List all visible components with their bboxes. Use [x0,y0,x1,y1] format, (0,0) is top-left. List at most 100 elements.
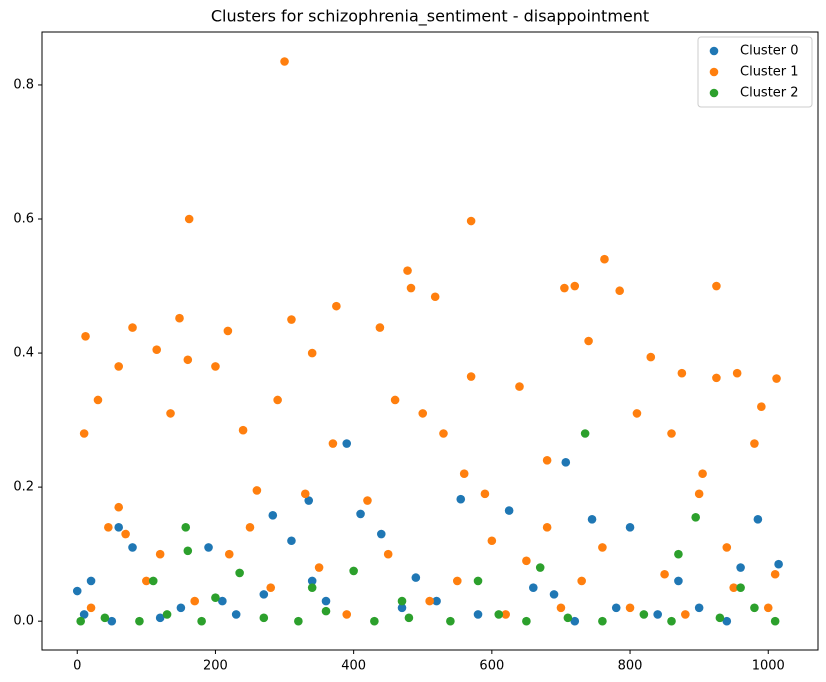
point [774,559,783,569]
point [677,368,687,378]
point [152,345,162,355]
point [238,425,248,435]
point [184,214,194,224]
point [712,373,721,383]
point [570,281,580,291]
point [466,372,476,381]
point [121,529,130,539]
point [446,616,455,626]
point [211,593,220,603]
point [750,603,759,613]
point [223,326,233,336]
point [155,549,165,559]
point [667,429,676,438]
point [332,301,341,311]
point [114,362,124,371]
point [231,610,241,619]
point [750,439,759,448]
point [736,563,745,572]
point [563,613,573,623]
point [307,576,317,586]
point [494,610,504,619]
point [79,610,89,619]
point [459,469,469,479]
point [176,603,186,613]
point [763,603,773,613]
point [772,374,781,383]
point [370,616,379,626]
point [757,402,766,411]
point [480,489,490,499]
point [560,283,569,293]
point [404,613,414,623]
x-tick-label: 600 [479,659,504,674]
point [190,596,200,606]
point [411,573,421,582]
point [268,510,278,520]
point [542,456,552,465]
point [418,409,428,418]
point [522,556,531,566]
point [224,549,234,559]
point [542,523,552,532]
point [287,536,296,546]
point [235,568,244,578]
point [100,613,110,623]
point [183,546,193,556]
point [556,603,566,613]
chart-title: Clusters for schizophrenia_sentiment - d… [211,7,649,27]
point [600,254,609,264]
point [504,506,514,515]
point [363,496,372,505]
x-tick-label: 1000 [752,659,785,674]
point [321,606,331,616]
point [487,536,497,546]
y-tick-label: 0.4 [13,346,34,361]
point [166,409,175,418]
point [397,603,407,613]
point [211,362,220,371]
point [625,523,635,532]
x-tick-label: 800 [618,659,643,674]
point [611,603,621,613]
point [549,590,559,599]
point [667,616,676,626]
point [390,395,400,405]
point [314,563,324,572]
point [501,610,510,619]
legend-box [697,36,813,108]
y-tick-label: 0.8 [13,77,34,92]
point [383,549,393,559]
point [456,494,466,504]
point [653,610,662,619]
point [466,216,476,226]
point [660,569,669,579]
point [107,616,117,626]
point [287,315,296,324]
point [770,569,780,579]
point [452,576,462,586]
point [515,382,524,391]
point [79,429,89,438]
point [694,603,704,613]
point [148,576,158,586]
point [403,266,412,275]
x-tick-label: 200 [203,659,228,674]
point [522,616,531,626]
point [439,429,448,438]
point [432,596,441,606]
point [425,596,434,606]
point [294,616,303,626]
point [376,529,386,539]
point [204,543,213,552]
point [197,616,206,626]
point [681,610,690,619]
point [86,603,96,613]
point [252,486,262,495]
point [81,332,90,341]
x-tick-label: 400 [341,659,366,674]
y-tick-label: 0.0 [13,614,34,629]
point [473,610,483,619]
point [162,610,172,619]
point [76,616,85,626]
